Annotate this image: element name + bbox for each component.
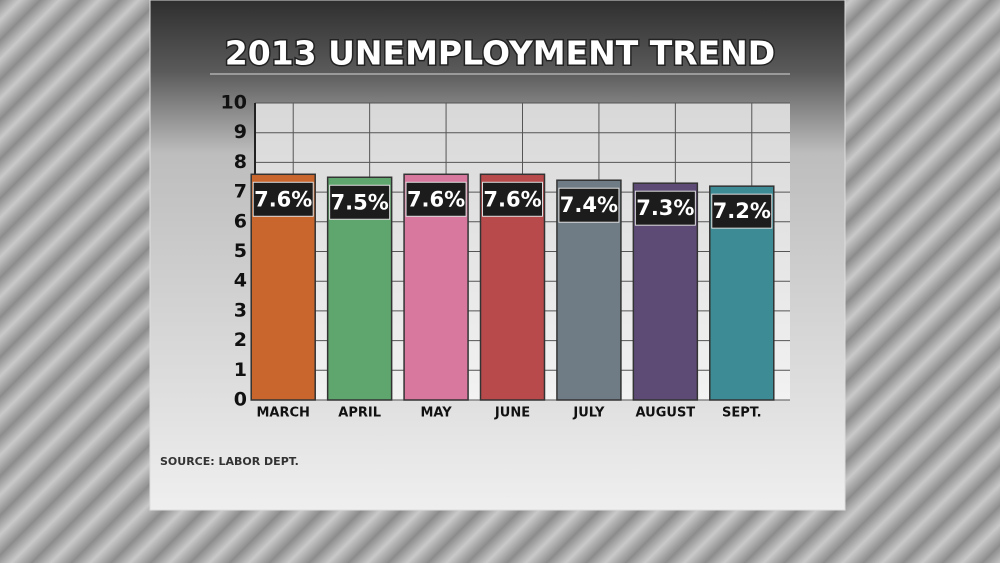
y-tick-label: 5 [234,240,247,262]
value-label: 7.6% [407,187,465,211]
x-tick-label: SEPT. [722,406,762,421]
y-tick-label: 1 [234,359,247,381]
value-label: 7.6% [483,187,541,211]
x-tick-label: MARCH [256,406,309,421]
x-tick-label: MAY [420,406,452,421]
value-label: 7.4% [560,193,618,217]
y-tick-label: 10 [221,92,247,114]
x-tick-label: AUGUST [636,406,696,421]
x-tick-label: JULY [572,406,605,421]
y-tick-label: 6 [234,210,247,232]
value-label-box [558,187,620,223]
x-tick-label: JUNE [494,406,530,421]
value-label-box [482,181,543,217]
source-note: SOURCE: LABOR DEPT. [160,455,299,468]
value-label: 7.3% [636,196,694,220]
value-label: 7.2% [713,199,771,223]
y-tick-label: 8 [234,151,247,173]
y-tick-label: 3 [234,299,247,321]
y-tick-label: 9 [234,121,247,143]
value-label-box [711,193,773,229]
x-tick-label: APRIL [338,406,381,421]
value-label-box [634,190,696,226]
value-label: 7.5% [331,190,389,214]
y-tick-label: 0 [234,389,247,411]
value-label-box [405,181,467,217]
value-label-box [329,184,391,220]
y-tick-label: 7 [234,181,247,203]
y-tick-label: 2 [234,329,247,351]
value-label: 7.6% [254,187,312,211]
y-tick-label: 4 [234,270,247,292]
value-label-box [252,181,314,217]
chart-title: 2013 UNEMPLOYMENT TREND [225,34,775,73]
